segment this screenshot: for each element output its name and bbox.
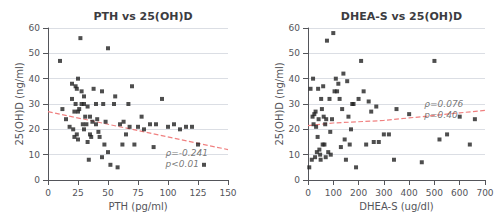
svg-text:60: 60 [289,23,301,33]
svg-text:75: 75 [132,188,143,198]
svg-text:DHEA-S (ug/dl): DHEA-S (ug/dl) [359,201,433,212]
svg-text:300: 300 [375,188,392,198]
svg-text:DHEA-S vs 25(OH)D: DHEA-S vs 25(OH)D [341,10,462,23]
svg-text:700: 700 [476,188,493,198]
svg-text:50: 50 [289,48,301,58]
svg-text:10: 10 [29,150,41,160]
svg-text:150: 150 [219,188,236,198]
svg-text:10: 10 [289,150,301,160]
svg-text:20: 20 [289,124,301,134]
svg-text:PTH vs 25(OH)D: PTH vs 25(OH)D [93,10,192,23]
svg-text:ρ=-0.241: ρ=-0.241 [166,148,208,158]
svg-text:400: 400 [401,188,418,198]
svg-text:p=0.40: p=0.40 [423,110,458,120]
svg-text:40: 40 [29,74,41,84]
svg-text:p<0.01: p<0.01 [165,159,199,169]
svg-text:100: 100 [159,188,176,198]
svg-text:125: 125 [189,188,206,198]
svg-text:25: 25 [72,188,83,198]
svg-text:20: 20 [29,124,41,134]
svg-text:25(OH)D (ng/ml): 25(OH)D (ng/ml) [14,62,25,145]
svg-text:50: 50 [29,48,41,58]
svg-text:200: 200 [350,188,367,198]
svg-text:0: 0 [305,188,311,198]
svg-text:500: 500 [426,188,443,198]
svg-text:25(OH)D (ng/ml): 25(OH)D (ng/ml) [274,62,285,145]
svg-text:PTH (pg/ml): PTH (pg/ml) [108,201,167,212]
svg-text:600: 600 [451,188,468,198]
svg-text:30: 30 [289,99,301,109]
svg-text:100: 100 [325,188,342,198]
svg-text:0: 0 [45,188,51,198]
svg-text:60: 60 [29,23,41,33]
svg-text:50: 50 [102,188,114,198]
svg-text:0: 0 [34,175,40,185]
svg-text:ρ=0.076: ρ=0.076 [424,99,463,109]
svg-text:0: 0 [294,175,300,185]
svg-text:30: 30 [29,99,41,109]
svg-text:40: 40 [289,74,301,84]
